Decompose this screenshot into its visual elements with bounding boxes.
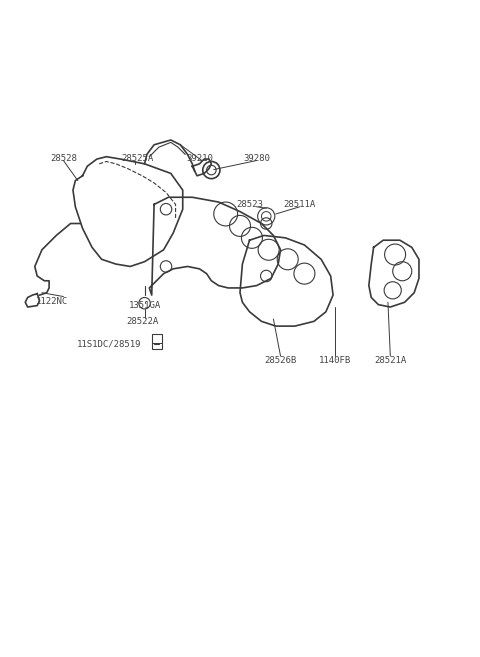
Text: 28526B: 28526B — [264, 357, 297, 365]
Text: 1140FB: 1140FB — [319, 357, 351, 365]
Text: 28511A: 28511A — [284, 200, 316, 209]
Text: 28521A: 28521A — [374, 357, 407, 365]
Text: 39210: 39210 — [186, 154, 213, 163]
Text: 28525A: 28525A — [121, 154, 154, 163]
Text: 11S1DC/28519: 11S1DC/28519 — [76, 339, 141, 348]
Text: 28523: 28523 — [236, 200, 263, 209]
Text: 39280: 39280 — [243, 154, 270, 163]
Text: 28528: 28528 — [50, 154, 77, 163]
Text: 1351GA: 1351GA — [129, 301, 161, 310]
Text: 1122NC: 1122NC — [36, 297, 68, 306]
Text: 28522A: 28522A — [126, 317, 158, 326]
